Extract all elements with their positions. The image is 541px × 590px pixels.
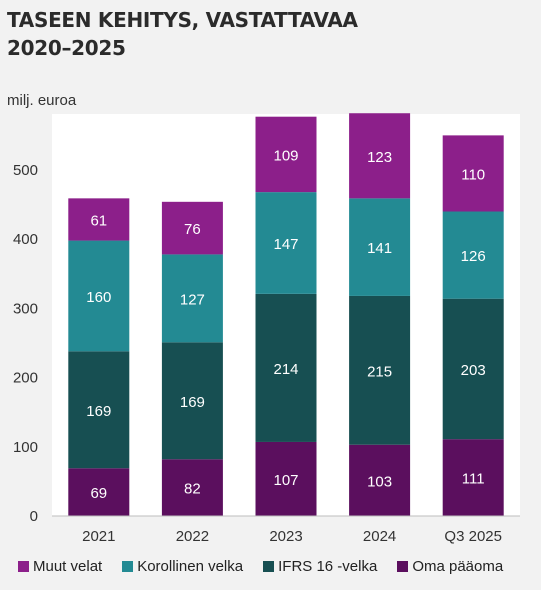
chart-legend: Muut velat Korollinen velka IFRS 16 -velka…: [18, 558, 503, 575]
bar-segment: [349, 295, 411, 445]
bar-segment: [68, 240, 130, 352]
y-tick-label: 400: [13, 231, 38, 248]
bar-value-label: 147: [273, 236, 298, 253]
bar-value-label: 203: [461, 362, 486, 379]
bar-value-label: 107: [273, 472, 298, 489]
legend-label: Muut velat: [33, 558, 103, 575]
legend-label: IFRS 16 -velka: [278, 558, 378, 575]
bar-value-label: 215: [367, 363, 392, 380]
y-tick-label: 200: [13, 370, 38, 387]
bar-segment: [68, 468, 130, 516]
bar-value-label: 169: [86, 403, 111, 420]
legend-item: IFRS 16 -velka: [263, 558, 377, 575]
bar-segment: [255, 192, 317, 294]
bar-segment: [349, 444, 411, 516]
x-tick-label: Q3 2025: [444, 528, 502, 545]
legend-swatch: [263, 561, 275, 572]
bar-value-label: 160: [86, 289, 111, 306]
bar-value-label: 214: [273, 361, 298, 378]
legend-label: Korollinen velka: [137, 558, 244, 575]
bar-value-label: 169: [180, 394, 205, 411]
bar-segment: [161, 254, 223, 343]
chart-title-line-1: TASEEN KEHITYS, VASTATTAVAA: [7, 8, 358, 32]
legend-label: Oma pääoma: [412, 558, 504, 575]
legend-swatch: [397, 561, 409, 572]
y-tick-label: 100: [13, 439, 38, 456]
chart-title: TASEEN KEHITYS, VASTATTAVAA 2020–2025: [7, 6, 358, 62]
bar-value-label: 127: [180, 291, 205, 308]
x-tick-label: 2024: [363, 528, 396, 545]
bar-segment: [349, 198, 411, 296]
bar-segment: [161, 459, 223, 516]
bar-segment: [442, 439, 504, 516]
bar-segment: [255, 293, 317, 442]
bar-value-label: 76: [184, 221, 201, 238]
bar-segment: [442, 211, 504, 299]
y-axis-unit-label: milj. euroa: [7, 92, 77, 109]
x-tick-label: 2023: [269, 528, 302, 545]
bar-value-label: 103: [367, 473, 392, 490]
bar-segment: [68, 198, 130, 241]
x-tick-label: 2021: [82, 528, 115, 545]
chart-title-line-2: 2020–2025: [7, 36, 126, 60]
bar-value-label: 141: [367, 240, 392, 257]
bar-value-label: 110: [461, 166, 485, 183]
bar-value-label: 111: [462, 471, 485, 488]
y-tick-label: 300: [13, 300, 38, 317]
bar-segment: [349, 113, 411, 199]
legend-swatch: [18, 561, 29, 572]
x-tick-label: 2022: [176, 528, 209, 545]
bar-segment: [255, 441, 317, 516]
bar-value-label: 109: [273, 147, 298, 164]
bar-segment: [442, 298, 504, 440]
y-tick-label: 0: [30, 508, 38, 525]
bar-value-label: 69: [90, 485, 107, 502]
legend-item: Oma pääoma: [397, 558, 503, 575]
bar-segment: [442, 135, 504, 212]
bar-segment: [161, 342, 223, 460]
legend-item: Muut velat: [18, 558, 102, 575]
legend-swatch: [122, 561, 134, 572]
bar-segment: [161, 201, 223, 255]
y-tick-label: 500: [13, 162, 38, 179]
bar-value-label: 61: [90, 212, 107, 229]
bar-value-label: 123: [367, 149, 392, 166]
bar-segment: [255, 116, 317, 193]
bar-value-label: 82: [184, 481, 201, 498]
bar-value-label: 126: [461, 248, 486, 265]
legend-item: Korollinen velka: [122, 558, 243, 575]
bar-segment: [68, 351, 130, 469]
